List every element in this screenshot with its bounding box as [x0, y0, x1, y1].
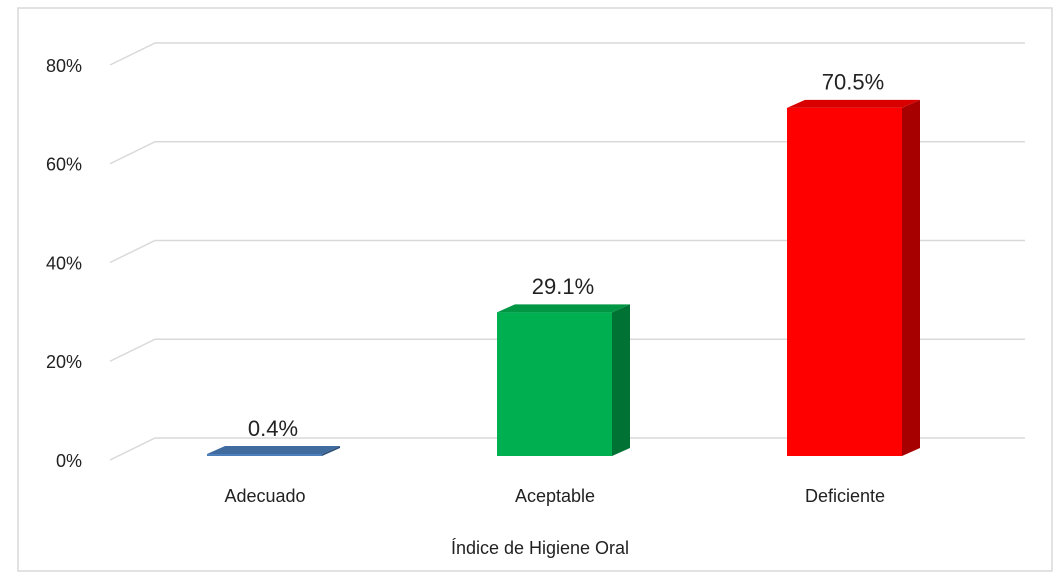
y-tick-label: 40%	[46, 253, 82, 273]
grid-line	[109, 338, 1025, 362]
value-label: 70.5%	[822, 70, 884, 95]
bar	[787, 107, 902, 456]
x-tick-label: Aceptable	[515, 486, 595, 506]
bar-side	[322, 446, 340, 456]
y-tick-label: 60%	[46, 155, 82, 175]
y-tick-label: 0%	[56, 451, 82, 471]
value-label: 0.4%	[248, 416, 298, 441]
x-tick-label: Deficiente	[805, 486, 885, 506]
bar	[497, 312, 612, 456]
bar-top	[497, 304, 630, 313]
grid-line	[109, 141, 1025, 165]
value-label: 29.1%	[532, 274, 594, 299]
bar-side	[612, 304, 630, 456]
y-tick-label: 80%	[46, 56, 82, 76]
bar-top	[787, 99, 920, 108]
x-tick-label: Adecuado	[224, 486, 305, 506]
bar	[207, 454, 322, 456]
bar-side	[902, 99, 920, 456]
x-axis-title: Índice de Higiene Oral	[451, 538, 629, 558]
grid-line	[109, 437, 1025, 461]
grid-line	[109, 239, 1025, 264]
grid-line	[109, 42, 1025, 66]
y-tick-label: 20%	[46, 352, 82, 372]
bar-top	[207, 446, 340, 455]
